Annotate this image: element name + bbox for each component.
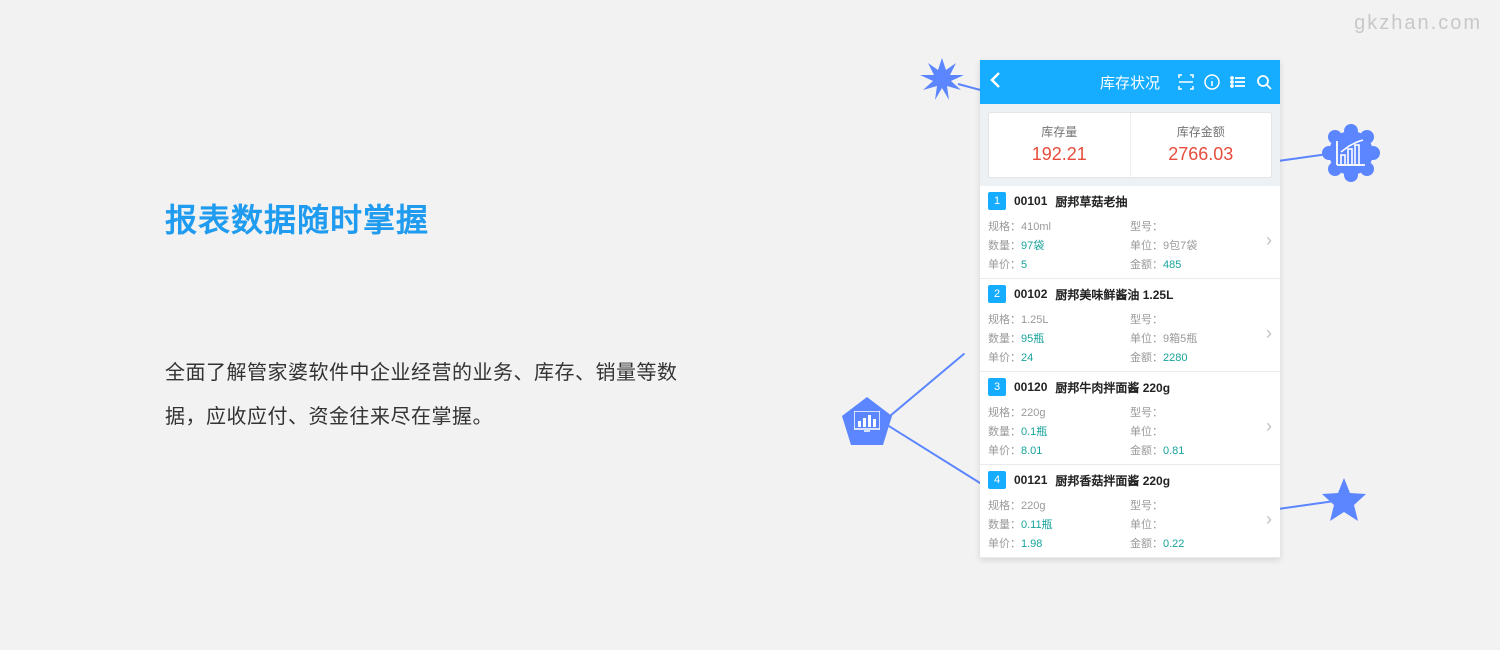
item-price: 单价：5 [988, 256, 1130, 272]
watermark: gkzhan.com [1354, 12, 1482, 35]
item-code: 00121 [1014, 473, 1047, 487]
item-code: 00102 [1014, 287, 1047, 301]
chevron-right-icon: › [1266, 416, 1272, 437]
item-amount: 金额：0.22 [1130, 535, 1272, 551]
stats-card: 库存量 192.21 库存金额 2766.03 [988, 112, 1272, 178]
item-qty: 数量：0.1瓶 [988, 423, 1130, 439]
heading: 报表数据随时掌握 [165, 195, 685, 241]
scan-icon[interactable] [1176, 72, 1196, 92]
item-spec: 规格：220g [988, 404, 1130, 420]
stat-value: 2766.03 [1131, 144, 1272, 165]
back-button[interactable] [980, 71, 1010, 94]
item-spec: 规格：1.25L [988, 311, 1130, 327]
stat-label: 库存量 [989, 123, 1130, 140]
item-index-badge: 1 [988, 192, 1006, 210]
pentagon-icon [840, 395, 894, 454]
item-spec: 规格：410ml [988, 218, 1130, 234]
item-amount: 金额：485 [1130, 256, 1272, 272]
item-unit: 单位： [1130, 516, 1272, 532]
chevron-right-icon: › [1266, 509, 1272, 530]
item-index-badge: 2 [988, 285, 1006, 303]
item-unit: 单位： [1130, 423, 1272, 439]
inventory-item[interactable]: 2 00102 厨邦美味鲜酱油 1.25L 规格：1.25L 型号： 数量：95… [980, 279, 1280, 372]
info-icon[interactable] [1202, 72, 1222, 92]
item-qty: 数量：97袋 [988, 237, 1130, 253]
stat-value: 192.21 [989, 144, 1130, 165]
item-amount: 金额：0.81 [1130, 442, 1272, 458]
item-qty: 数量：95瓶 [988, 330, 1130, 346]
inventory-item[interactable]: 1 00101 厨邦草菇老抽 规格：410ml 型号： 数量：97袋 单位：9包… [980, 186, 1280, 279]
item-index-badge: 3 [988, 378, 1006, 396]
phone-header: 库存状况 [980, 60, 1280, 104]
item-name: 厨邦牛肉拌面酱 220g [1055, 379, 1170, 396]
item-code: 00101 [1014, 194, 1047, 208]
description: 全面了解管家婆软件中企业经营的业务、库存、销量等数据，应收应付、资金往来尽在掌握… [165, 351, 685, 439]
item-qty: 数量：0.11瓶 [988, 516, 1130, 532]
item-amount: 金额：2280 [1130, 349, 1272, 365]
burst-icon [920, 58, 964, 107]
item-price: 单价：1.98 [988, 535, 1130, 551]
stat-stock-amount[interactable]: 库存金额 2766.03 [1131, 113, 1272, 177]
item-model: 型号： [1130, 218, 1272, 234]
item-name: 厨邦草菇老抽 [1055, 193, 1127, 210]
item-price: 单价：24 [988, 349, 1130, 365]
list-icon[interactable] [1228, 72, 1248, 92]
item-unit: 单位：9箱5瓶 [1130, 330, 1272, 346]
item-price: 单价：8.01 [988, 442, 1130, 458]
item-code: 00120 [1014, 380, 1047, 394]
phone-mockup: 库存状况 [980, 60, 1280, 558]
connector-line [883, 422, 990, 490]
search-icon[interactable] [1254, 72, 1274, 92]
marketing-text: 报表数据随时掌握 全面了解管家婆软件中企业经营的业务、库存、销量等数据，应收应付… [165, 195, 685, 439]
item-index-badge: 4 [988, 471, 1006, 489]
item-model: 型号： [1130, 497, 1272, 513]
connector-line [883, 353, 965, 422]
cloud-chart-icon [1320, 122, 1382, 189]
item-model: 型号： [1130, 404, 1272, 420]
stat-label: 库存金额 [1131, 123, 1272, 140]
item-spec: 规格：220g [988, 497, 1130, 513]
item-name: 厨邦香菇拌面酱 220g [1055, 472, 1170, 489]
inventory-item[interactable]: 3 00120 厨邦牛肉拌面酱 220g 规格：220g 型号： 数量：0.1瓶… [980, 372, 1280, 465]
item-unit: 单位：9包7袋 [1130, 237, 1272, 253]
chevron-right-icon: › [1266, 230, 1272, 251]
inventory-item[interactable]: 4 00121 厨邦香菇拌面酱 220g 规格：220g 型号： 数量：0.11… [980, 465, 1280, 558]
screen-title: 库存状况 [1100, 72, 1160, 93]
item-model: 型号： [1130, 311, 1272, 327]
stat-stock-qty[interactable]: 库存量 192.21 [989, 113, 1131, 177]
star-icon [1320, 476, 1368, 529]
chevron-right-icon: › [1266, 323, 1272, 344]
item-name: 厨邦美味鲜酱油 1.25L [1055, 286, 1173, 303]
